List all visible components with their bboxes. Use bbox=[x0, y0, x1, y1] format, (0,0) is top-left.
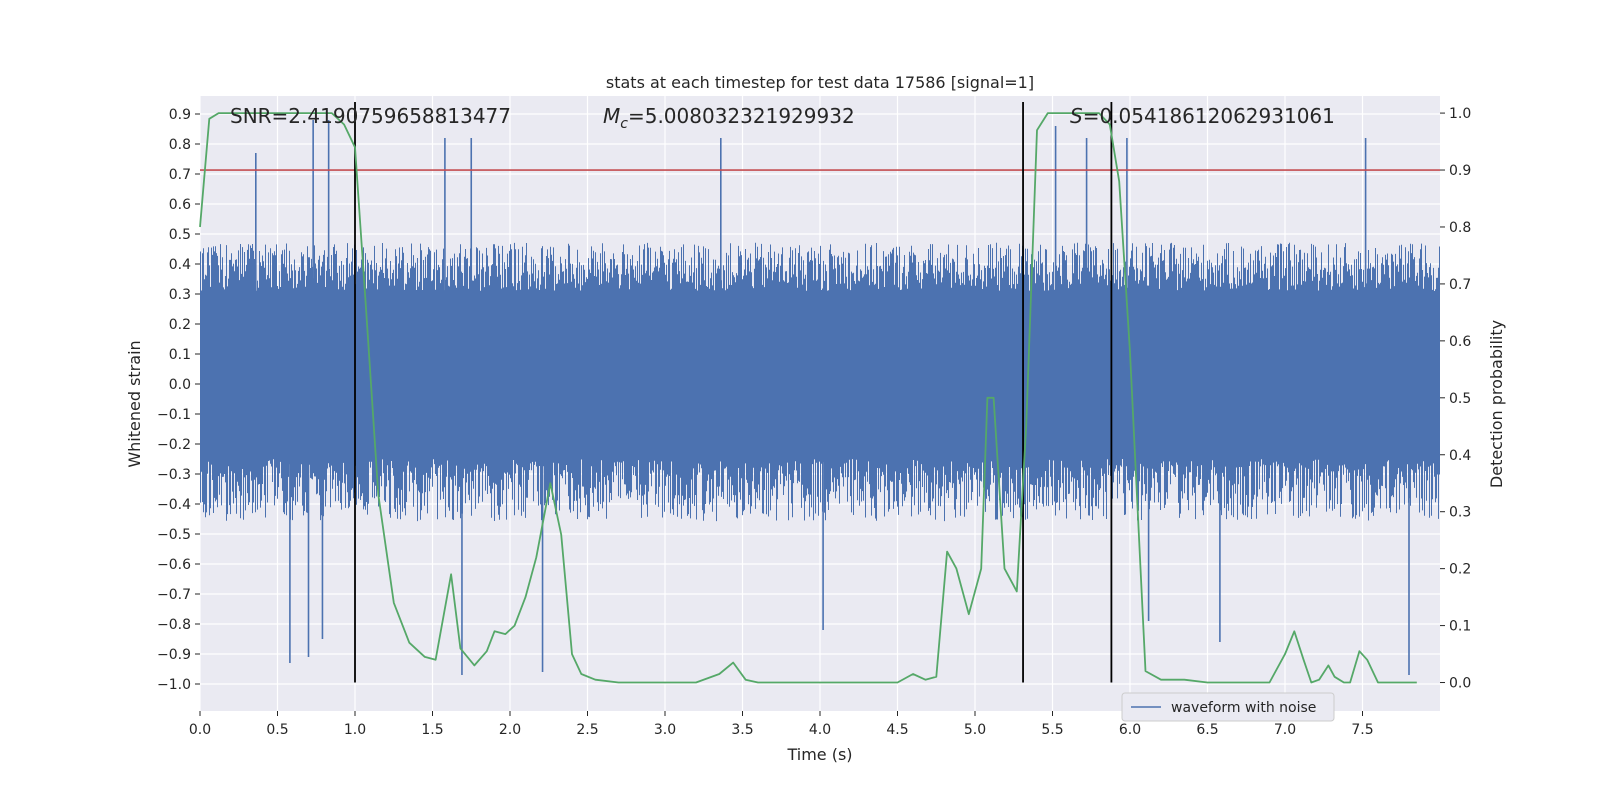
detection-probability-series bbox=[199, 112, 1417, 684]
detection-probability-line bbox=[199, 112, 1417, 684]
right-y-tick-label: 0.7 bbox=[1449, 277, 1471, 293]
right-y-tick-label: 0.5 bbox=[1449, 391, 1471, 407]
x-tick-label: 6.5 bbox=[1196, 722, 1218, 738]
left-y-tick-label: 0.6 bbox=[169, 197, 191, 213]
snr-annotation: SNR=2.4190759658813477 bbox=[230, 104, 511, 128]
right-y-tick-label: 0.8 bbox=[1449, 220, 1471, 236]
right-y-tick-label: 0.1 bbox=[1449, 619, 1471, 635]
left-y-tick-label: 0.5 bbox=[169, 227, 191, 243]
left-y-tick-label: −0.5 bbox=[157, 527, 191, 543]
left-y-tick-label: 0.9 bbox=[169, 107, 191, 123]
left-y-tick-label: 0.3 bbox=[169, 287, 191, 303]
x-tick-label: 3.5 bbox=[731, 722, 753, 738]
x-axis-title: Time (s) bbox=[786, 745, 852, 764]
x-tick-label: 5.5 bbox=[1041, 722, 1063, 738]
vertical-markers bbox=[354, 102, 1113, 683]
left-y-tick-label: −1.0 bbox=[157, 677, 191, 693]
right-y-tick-label: 0.6 bbox=[1449, 334, 1471, 350]
legend-label: waveform with noise bbox=[1171, 700, 1316, 716]
waveform-trace bbox=[200, 242, 1440, 522]
x-tick-label: 4.0 bbox=[809, 722, 831, 738]
left-y-tick-label: 0.1 bbox=[169, 347, 191, 363]
s-statistic-annotation: S=0.05418612062931061 bbox=[1070, 104, 1335, 128]
left-y-tick-label: −0.8 bbox=[157, 617, 191, 633]
left-y-tick-label: −0.3 bbox=[157, 467, 191, 483]
legend-box bbox=[1121, 692, 1335, 722]
right-y-tick-label: 0.3 bbox=[1449, 505, 1471, 521]
x-tick-label: 7.0 bbox=[1274, 722, 1296, 738]
left-y-axis-title: Whitened strain bbox=[125, 340, 144, 467]
right-y-tick-label: 0.9 bbox=[1449, 163, 1471, 179]
left-y-tick-label: −0.7 bbox=[157, 587, 191, 603]
x-tick-label: 4.5 bbox=[886, 722, 908, 738]
x-tick-label: 1.5 bbox=[421, 722, 443, 738]
x-tick-label: 7.5 bbox=[1351, 722, 1373, 738]
right-y-tick-label: 0.0 bbox=[1449, 676, 1471, 692]
left-y-tick-label: −0.1 bbox=[157, 407, 191, 423]
x-tick-label: 3.0 bbox=[654, 722, 676, 738]
chirp-mass-annotation: Mc=5.008032321929932 bbox=[603, 104, 855, 132]
x-tick-label: 5.0 bbox=[964, 722, 986, 738]
x-axis-ticks: 0.0 0.5 1.0 1.5 2.0 2.5 3.0 3.5 4.0 4.5 5.0 5.5 6.0 6… bbox=[189, 711, 1374, 738]
left-y-tick-label: 0.2 bbox=[169, 317, 191, 333]
right-y-tick-label: 1.0 bbox=[1449, 106, 1471, 122]
x-tick-label: 2.5 bbox=[576, 722, 598, 738]
right-y-axis-title: Detection probability bbox=[1487, 320, 1506, 488]
left-y-tick-label: 0.0 bbox=[169, 377, 191, 393]
x-tick-label: 1.0 bbox=[344, 722, 366, 738]
right-y-tick-label: 0.4 bbox=[1449, 448, 1471, 464]
x-tick-label: 0.0 bbox=[189, 722, 211, 738]
x-tick-label: 2.0 bbox=[499, 722, 521, 738]
right-y-tick-label: 0.2 bbox=[1449, 562, 1471, 578]
left-y-tick-label: −0.6 bbox=[157, 557, 191, 573]
left-y-tick-label: −0.9 bbox=[157, 647, 191, 663]
left-y-tick-label: −0.2 bbox=[157, 437, 191, 453]
left-y-tick-label: 0.7 bbox=[169, 167, 191, 183]
waveform-with-noise-series bbox=[200, 120, 1440, 675]
left-y-tick-label: −0.4 bbox=[157, 497, 191, 513]
legend: waveform with noise bbox=[1121, 692, 1335, 722]
x-tick-label: 6.0 bbox=[1119, 722, 1141, 738]
left-y-tick-label: 0.8 bbox=[169, 137, 191, 153]
x-tick-label: 0.5 bbox=[266, 722, 288, 738]
chart-title: stats at each timestep for test data 175… bbox=[606, 73, 1034, 92]
right-y-axis-ticks: 1.0 0.9 0.8 0.7 0.6 0.5 0.4 0.3 0.2 0.1 0.0 bbox=[1440, 106, 1471, 692]
left-y-tick-label: 0.4 bbox=[169, 257, 191, 273]
left-y-axis-ticks: 0.9 0.8 0.7 0.6 0.5 0.4 0.3 0.2 0.1 0.0 −0.1 −0.2 −0… bbox=[157, 107, 200, 693]
